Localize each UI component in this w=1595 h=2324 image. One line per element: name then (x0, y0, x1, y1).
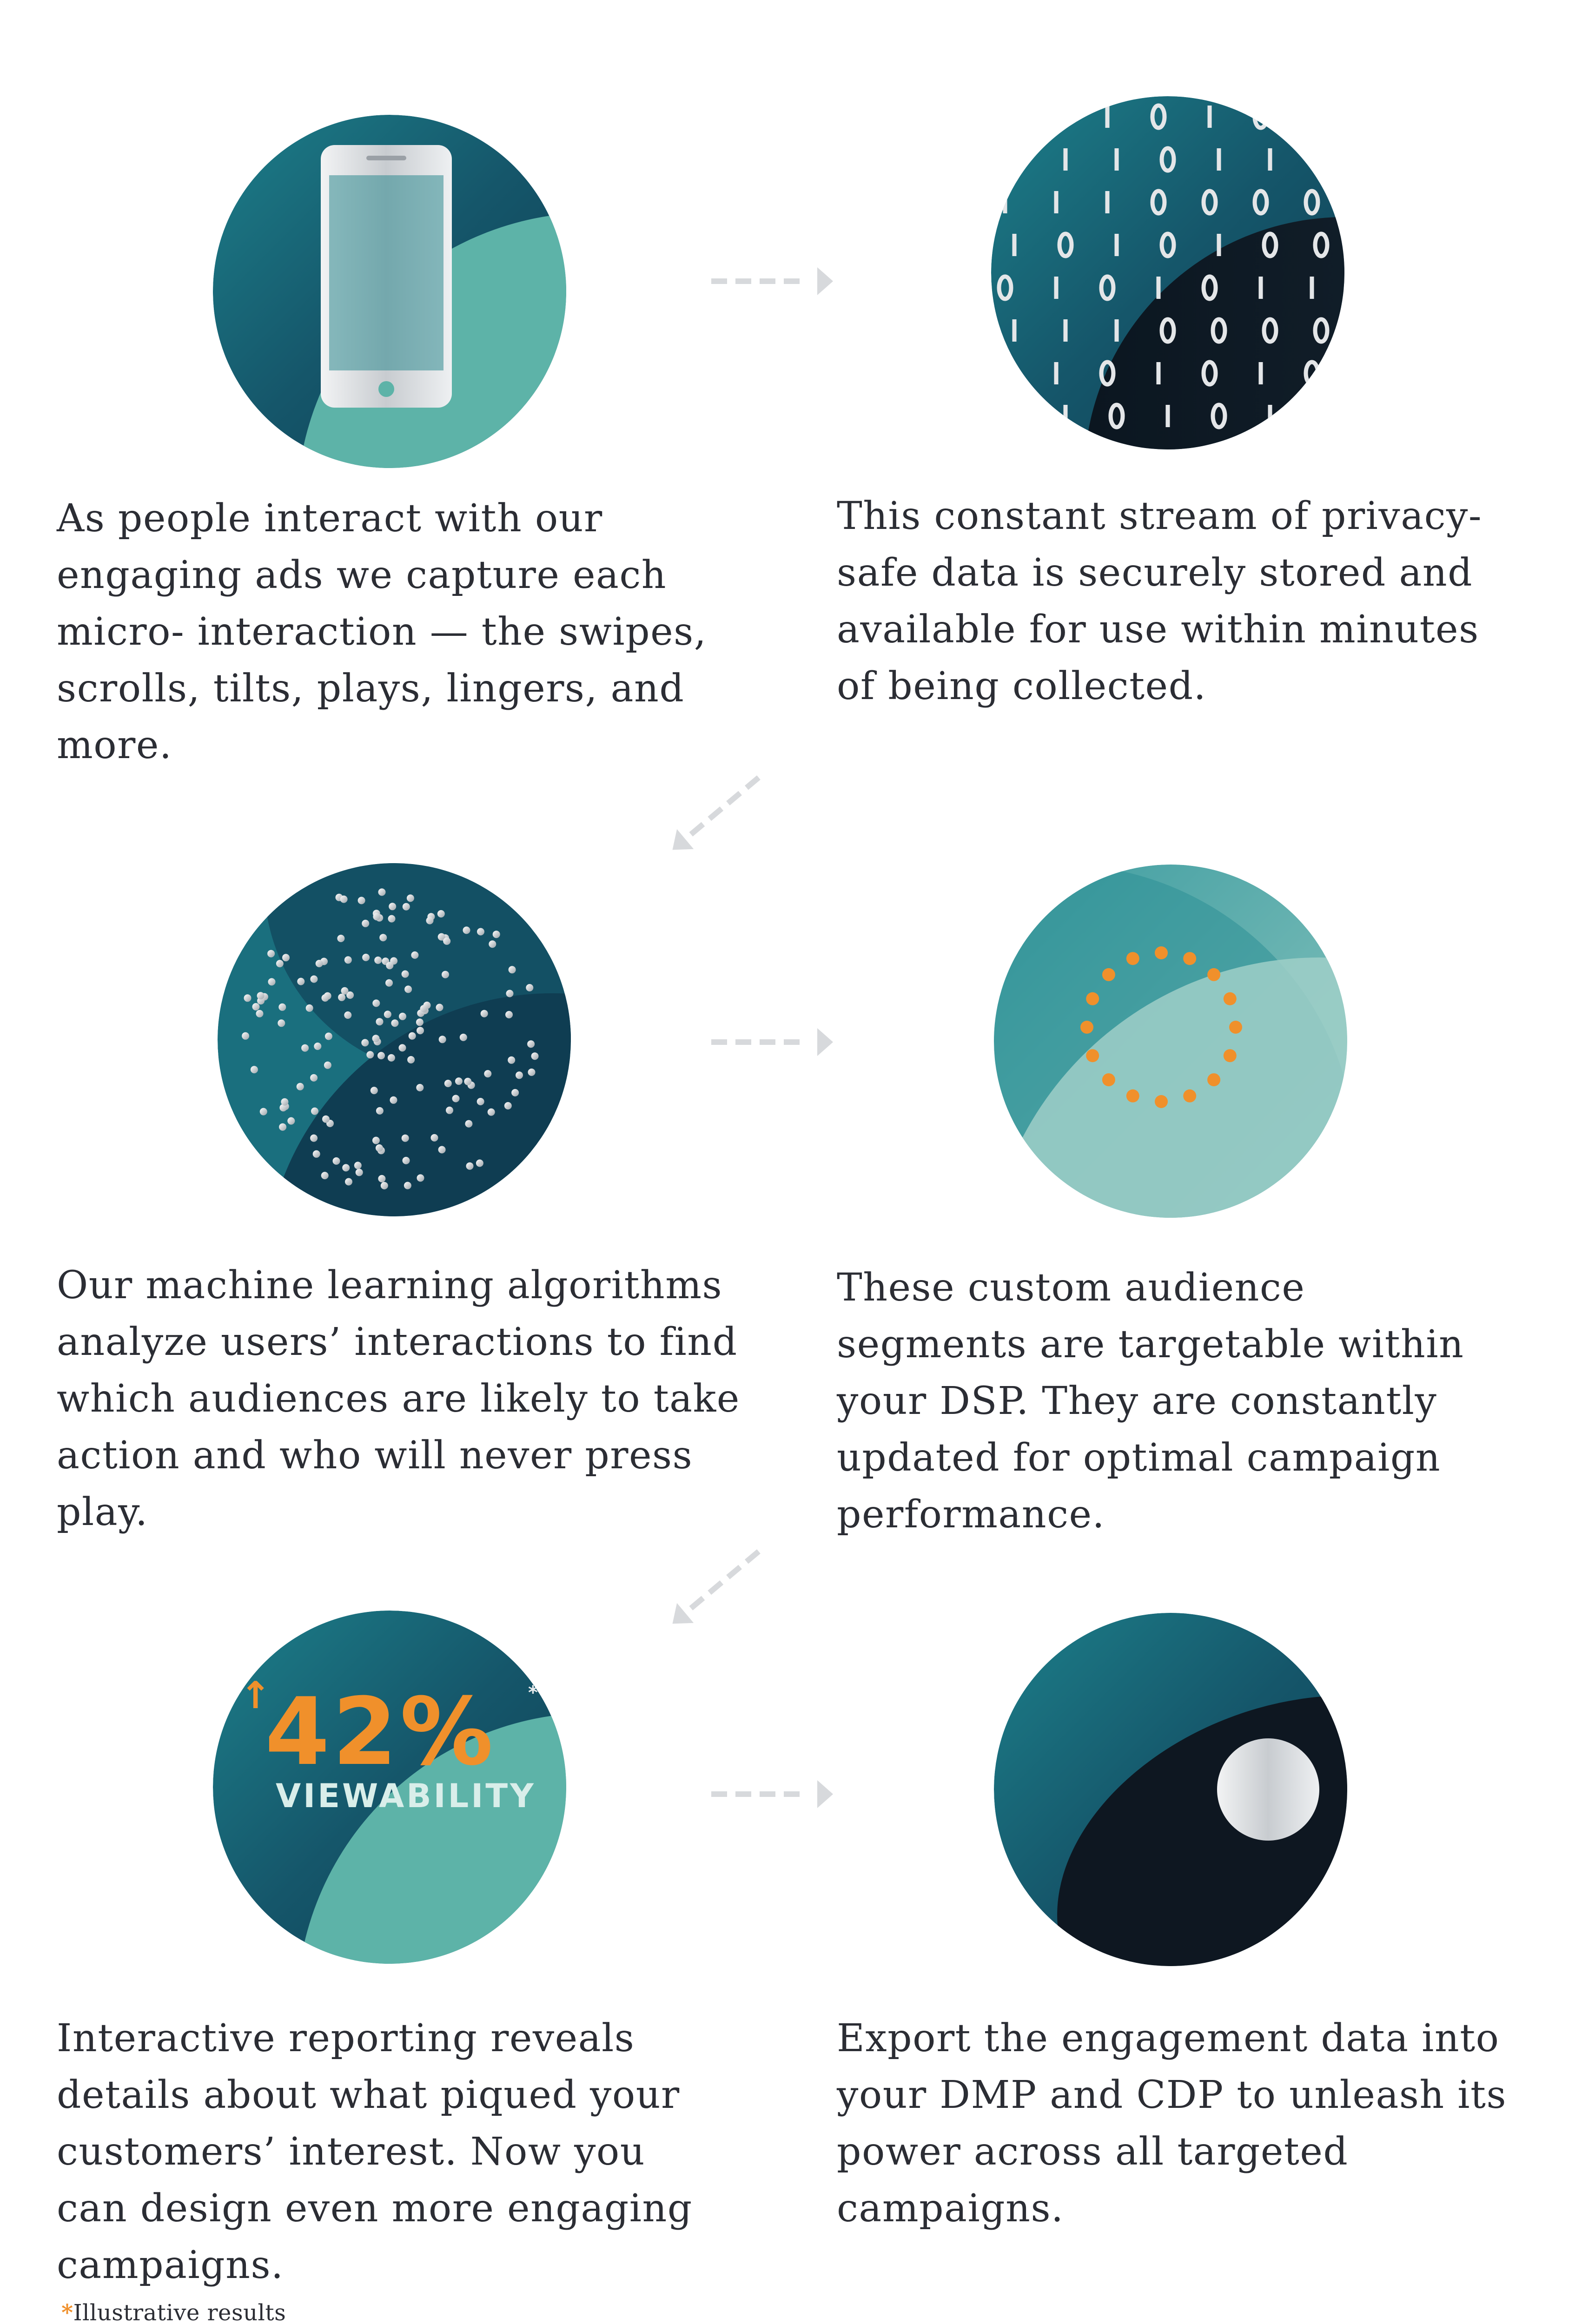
stat-icon: ↑ 42% * VIEWABILITY (213, 1611, 566, 1964)
stat-asterisk: * (528, 1682, 538, 1703)
arrow-right-2 (711, 1028, 833, 1056)
step-4-text: These custom audience segments are targe… (837, 1266, 1464, 1537)
footnote-asterisk: * (61, 2300, 73, 2324)
footnote-text: Illustrative results (73, 2300, 286, 2324)
step-1-illustration (213, 115, 566, 468)
export-orb-icon (994, 1613, 1347, 1966)
step-5-text: Interactive reporting reveals details ab… (57, 2016, 693, 2287)
step-4-illustration (994, 865, 1347, 1218)
step-2-illustration (991, 96, 1344, 449)
arrow-diagonal-1 (672, 775, 761, 850)
step-2-text: This constant stream of privacy-safe dat… (837, 494, 1482, 708)
step-3-text: Our machine learning algorithms analyze … (57, 1263, 740, 1534)
audience-ring-icon (994, 865, 1347, 1218)
binary-data-icon (991, 96, 1344, 449)
arrow-right-3 (711, 1780, 833, 1808)
smartphone-icon (213, 115, 566, 468)
step-5-illustration: ↑ 42% * VIEWABILITY (213, 1611, 566, 1964)
arrow-diagonal-2 (672, 1549, 761, 1624)
step-6-text: Export the engagement data into your DMP… (837, 2016, 1507, 2231)
data-points-icon (218, 863, 571, 1216)
step-3-illustration (218, 863, 571, 1216)
stat-label: VIEWABILITY (276, 1777, 536, 1815)
step-1-text: As people interact with our engaging ads… (57, 496, 707, 767)
step-6-illustration (994, 1613, 1347, 1966)
footnote: *Illustrative results (61, 2300, 286, 2324)
stat-value: 42% (265, 1678, 496, 1786)
arrow-right-1 (711, 267, 833, 295)
